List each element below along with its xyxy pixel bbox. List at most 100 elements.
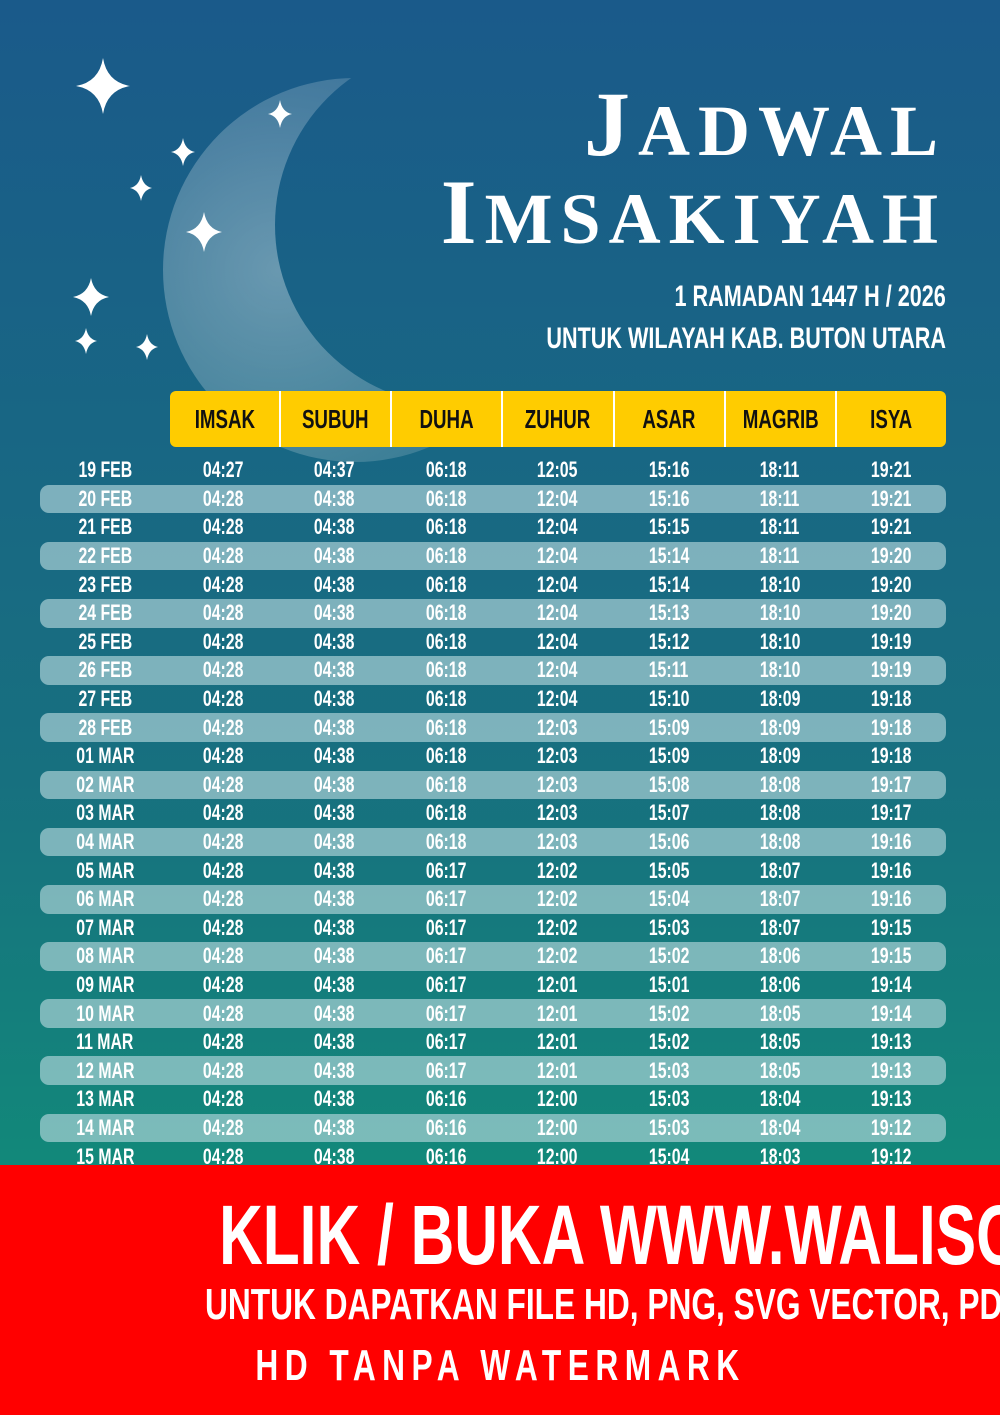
banner-link[interactable]: KLIK / BUKA WWW.WALISONGO.CO.ID xyxy=(0,1187,1000,1284)
table-row: 28 FEB 04:28 04:38 06:18 12:03 15:09 18:09 19:1… xyxy=(40,713,946,742)
cell-text: 15:02 xyxy=(648,1000,690,1026)
column-header: ZUHUR xyxy=(501,391,612,447)
cell-text: 06:17 xyxy=(425,1000,467,1026)
time-cell: 04:38 xyxy=(279,600,389,626)
time-cell: 06:17 xyxy=(391,886,501,912)
cell-text: 18:11 xyxy=(760,457,800,483)
cell-text: 04:38 xyxy=(313,1114,355,1140)
column-header-label: MAGRIB xyxy=(742,403,819,434)
time-cell: 06:18 xyxy=(391,543,501,569)
time-cell: 12:05 xyxy=(502,457,612,483)
time-cell: 15:13 xyxy=(614,600,724,626)
cell-text: 19:18 xyxy=(870,743,912,769)
cell-text: 12:02 xyxy=(536,886,578,912)
date-cell: 27 FEB xyxy=(50,686,160,712)
time-cell: 04:38 xyxy=(279,1144,389,1170)
cell-text: 06:18 xyxy=(425,514,467,540)
time-cell: 19:21 xyxy=(836,486,946,512)
cell-text: 04:38 xyxy=(313,1086,355,1112)
time-cell: 12:00 xyxy=(502,1115,612,1141)
date-cell: 19 FEB xyxy=(50,457,160,483)
time-cell: 06:17 xyxy=(391,915,501,941)
time-cell: 18:11 xyxy=(725,486,835,512)
cell-text: 15:03 xyxy=(648,1057,690,1083)
cell-text: 19:18 xyxy=(870,686,912,712)
time-cell: 04:28 xyxy=(168,943,278,969)
table-row: 04 MAR 04:28 04:38 06:18 12:03 15:06 18:08 19:1… xyxy=(40,827,946,857)
time-cell: 19:13 xyxy=(836,1058,946,1084)
time-cell: 18:06 xyxy=(725,972,835,998)
cell-text: 18:05 xyxy=(759,1000,801,1026)
cell-text: 12:01 xyxy=(536,1000,578,1026)
star-sparkle-icon xyxy=(136,334,158,360)
time-cell: 19:13 xyxy=(836,1029,946,1055)
cell-text: 15:04 xyxy=(648,1143,690,1169)
cell-text: 04:38 xyxy=(313,943,355,969)
time-cell: 18:10 xyxy=(725,629,835,655)
cell-text: 06:17 xyxy=(425,886,467,912)
time-cell: 04:28 xyxy=(168,514,278,540)
cell-text: 04:38 xyxy=(313,1143,355,1169)
cell-text: 19:17 xyxy=(870,800,912,826)
cell-text: 12:02 xyxy=(536,943,578,969)
cell-text: 23 FEB xyxy=(78,571,132,597)
cell-text: 18:03 xyxy=(759,1143,801,1169)
cell-text: 19:15 xyxy=(870,943,912,969)
column-header: SUBUH xyxy=(279,391,390,447)
time-cell: 15:09 xyxy=(614,715,724,741)
time-cell: 04:38 xyxy=(279,1058,389,1084)
cell-text: 04:38 xyxy=(313,857,355,883)
cell-text: 06:18 xyxy=(425,628,467,654)
cell-text: 12:04 xyxy=(536,571,578,597)
time-cell: 18:06 xyxy=(725,943,835,969)
cell-text: 15:11 xyxy=(649,657,689,683)
cell-text: 18:06 xyxy=(759,943,801,969)
time-cell: 15:12 xyxy=(614,629,724,655)
time-cell: 04:28 xyxy=(168,1029,278,1055)
column-header-label: SUBUH xyxy=(302,403,369,434)
cell-text: 06:18 xyxy=(425,714,467,740)
cell-text: 15:03 xyxy=(648,914,690,940)
cell-text: 09 MAR xyxy=(75,971,135,997)
cell-text: 04:28 xyxy=(202,1000,244,1026)
time-cell: 04:28 xyxy=(168,1001,278,1027)
cell-text: 04:28 xyxy=(202,657,244,683)
table-row: 21 FEB 04:28 04:38 06:18 12:04 15:15 18:11 19:2… xyxy=(40,513,946,542)
time-cell: 18:11 xyxy=(725,543,835,569)
cell-text: 04:38 xyxy=(313,485,355,511)
time-cell: 04:38 xyxy=(279,715,389,741)
time-cell: 04:38 xyxy=(279,543,389,569)
cell-text: 26 FEB xyxy=(78,657,132,683)
cell-text: 15:13 xyxy=(648,600,690,626)
date-cell: 13 MAR xyxy=(50,1086,160,1112)
time-cell: 04:38 xyxy=(279,629,389,655)
cell-text: 04:28 xyxy=(202,600,244,626)
cell-text: 04:38 xyxy=(313,829,355,855)
cell-text: 18:10 xyxy=(759,628,801,654)
cell-text: 04:38 xyxy=(313,514,355,540)
time-cell: 15:07 xyxy=(614,800,724,826)
time-cell: 15:04 xyxy=(614,1144,724,1170)
cell-text: 18:05 xyxy=(759,1029,801,1055)
time-cell: 15:16 xyxy=(614,457,724,483)
cell-text: 04:38 xyxy=(313,543,355,569)
cell-text: 04:38 xyxy=(313,886,355,912)
time-cell: 04:38 xyxy=(279,1115,389,1141)
time-cell: 15:02 xyxy=(614,1001,724,1027)
cell-text: 04:38 xyxy=(313,657,355,683)
cell-text: 04:38 xyxy=(313,628,355,654)
time-cell: 18:07 xyxy=(725,915,835,941)
table-row: 27 FEB 04:28 04:38 06:18 12:04 15:10 18:09 19:1… xyxy=(40,685,946,714)
table-row: 15 MAR 04:28 04:38 06:16 12:00 15:04 18:03 19:1… xyxy=(40,1142,946,1171)
cell-text: 19:13 xyxy=(870,1086,912,1112)
time-cell: 04:28 xyxy=(168,486,278,512)
cell-text: 04:38 xyxy=(313,800,355,826)
column-header-label: ZUHUR xyxy=(525,403,591,434)
time-cell: 04:28 xyxy=(168,743,278,769)
time-cell: 15:01 xyxy=(614,972,724,998)
time-cell: 18:05 xyxy=(725,1001,835,1027)
time-cell: 04:28 xyxy=(168,1058,278,1084)
cell-text: 18:07 xyxy=(759,886,801,912)
time-cell: 15:14 xyxy=(614,572,724,598)
cell-text: 21 FEB xyxy=(78,514,132,540)
